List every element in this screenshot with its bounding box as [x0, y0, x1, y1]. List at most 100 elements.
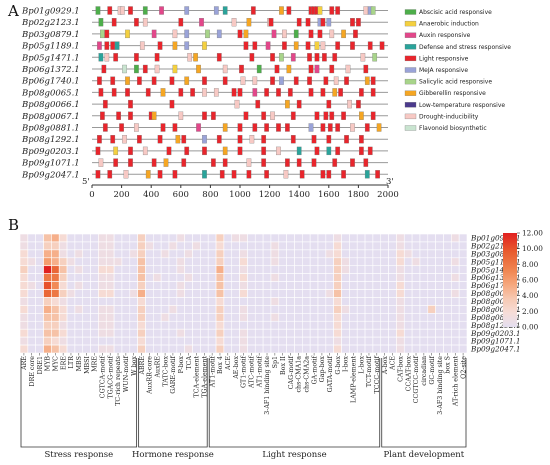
gene-label: Bp08g0881.1	[21, 124, 80, 134]
heatmap-cell	[160, 344, 170, 354]
heatmap-column-label: 3-AF3 binding site	[437, 356, 444, 415]
heatmap-cell	[419, 273, 429, 282]
cis-element-mark	[95, 6, 101, 15]
cis-element-mark	[101, 64, 107, 74]
heatmap-cell	[176, 257, 185, 267]
gene-label: Bp08g0067.1	[21, 112, 80, 122]
heatmap-cell	[168, 289, 178, 298]
heatmap-column-label: TCCC-motif	[374, 355, 381, 393]
cis-element-mark	[276, 146, 281, 156]
heatmap-cell	[74, 344, 84, 354]
colorbar-tick-label: 6.00	[522, 276, 539, 285]
heatmap-cell	[239, 281, 248, 290]
cis-element-mark	[360, 53, 366, 62]
heatmap-cell	[458, 305, 468, 314]
cis-element-mark	[196, 123, 201, 132]
heatmap-cell	[372, 336, 382, 346]
heatmap-cell	[137, 289, 146, 298]
heatmap-cell	[388, 249, 397, 259]
heatmap-cell	[51, 257, 60, 267]
heatmap-cell	[403, 289, 413, 298]
heatmap-cell	[35, 344, 44, 354]
heatmap-cell	[19, 336, 29, 346]
heatmap-cell	[66, 313, 76, 322]
heatmap-cell	[262, 313, 272, 322]
heatmap-cell	[396, 336, 405, 346]
cis-element-mark	[159, 6, 164, 15]
cis-element-mark	[172, 64, 178, 74]
heatmap-cell	[192, 328, 201, 338]
cis-element-mark	[329, 6, 335, 15]
heatmap-cell	[215, 289, 225, 298]
heatmap-cell	[435, 257, 444, 267]
heatmap-cell	[192, 273, 201, 282]
heatmap-cell	[333, 249, 342, 259]
heatmap-cell	[153, 313, 162, 322]
heatmap-cell	[176, 233, 185, 243]
heatmap-cell	[411, 281, 421, 290]
heatmap-cell	[372, 241, 382, 251]
heatmap-cell	[458, 313, 468, 322]
heatmap-cell	[239, 320, 248, 330]
heatmap-cell	[35, 273, 44, 282]
heatmap-cell	[192, 297, 201, 306]
heatmap-cell	[262, 344, 272, 354]
heatmap-cell	[113, 273, 123, 282]
legend-entry: Drought-inducibility	[404, 113, 479, 120]
cis-element-mark	[154, 64, 160, 74]
heatmap-cell	[443, 305, 452, 314]
heatmap-cell	[192, 257, 201, 267]
heatmap-cell	[356, 320, 366, 330]
heatmap-cell	[356, 328, 366, 338]
heatmap-cell	[168, 281, 178, 290]
heatmap-cell	[121, 257, 131, 267]
panel-a-label: A	[7, 2, 19, 20]
heatmap-cell	[270, 297, 280, 306]
heatmap-cell	[270, 305, 280, 314]
heatmap-cell	[184, 241, 193, 251]
heatmap-cell	[286, 320, 295, 330]
heatmap-cell	[294, 320, 303, 330]
legend-swatch	[404, 113, 417, 120]
heatmap-cell	[254, 249, 264, 259]
category-label: Hormone response	[132, 450, 214, 460]
heatmap-cell	[82, 281, 91, 290]
heatmap-column-label: TATC-box	[162, 356, 169, 387]
cis-element-mark	[114, 41, 120, 50]
cis-element-mark	[276, 123, 281, 132]
category-bracket-line	[138, 358, 208, 448]
heatmap-cell	[231, 328, 240, 338]
heatmap-cell	[113, 297, 123, 306]
heatmap-cell	[113, 265, 123, 274]
category-bracket-line	[208, 358, 381, 448]
heatmap-cell	[105, 257, 115, 267]
heatmap-cell	[302, 265, 311, 274]
heatmap-row-label: Bp09g1071.1	[470, 337, 521, 346]
heatmap-cell	[239, 273, 248, 282]
heatmap-cell	[317, 257, 327, 267]
heatmap-cell	[207, 313, 217, 322]
heatmap-cell	[388, 336, 397, 346]
heatmap-cell	[380, 305, 389, 314]
cis-element-mark	[107, 6, 113, 15]
heatmap-cell	[356, 313, 366, 322]
cis-element-mark	[363, 6, 369, 15]
heatmap-cell	[419, 313, 429, 322]
cis-element-mark	[151, 29, 157, 39]
heatmap-cell	[90, 257, 99, 267]
legend-swatch	[404, 67, 417, 73]
cis-element-mark	[98, 88, 104, 97]
heatmap-cell	[145, 336, 154, 346]
heatmap-cell	[43, 273, 52, 282]
heatmap-cell	[341, 289, 350, 298]
heatmap-column-label: chs-CMA1a	[296, 356, 303, 393]
heatmap-cell	[137, 328, 146, 338]
heatmap-cell	[262, 281, 272, 290]
x-tick-label: 200	[113, 190, 129, 200]
heatmap-cell	[105, 305, 115, 314]
cis-element-mark	[307, 76, 312, 85]
heatmap-cell	[98, 297, 107, 306]
cis-element-mark	[184, 76, 190, 85]
heatmap-cell	[388, 328, 397, 338]
heatmap-cell	[270, 281, 280, 290]
